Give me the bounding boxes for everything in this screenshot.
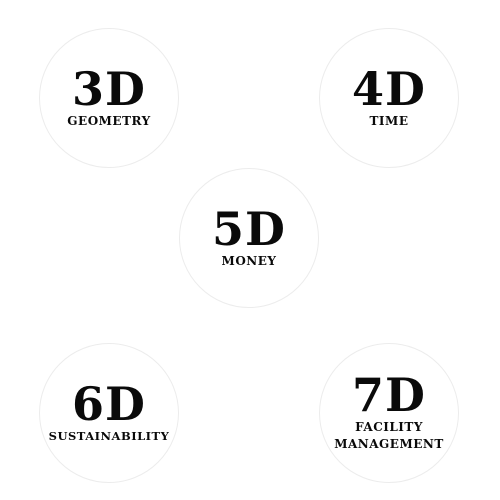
- dimension-3d-label: GEOMETRY: [67, 113, 150, 130]
- dimension-3d-label-line: GEOMETRY: [67, 113, 151, 128]
- dimension-5d-label: MONEY: [222, 253, 277, 270]
- dimension-7d-label-line-1: FACILITY: [355, 420, 423, 434]
- dimension-5d-label-line: MONEY: [221, 253, 277, 268]
- dimension-6d-label-line: SUSTAINABILITY: [48, 428, 170, 443]
- dimension-5d-circle: 5D MONEY: [179, 168, 319, 308]
- dimension-3d-title: 3D: [72, 61, 146, 116]
- dimension-7d-title: 7D: [352, 368, 426, 422]
- dimension-7d-label: FACILITY MANAGEMENT: [334, 419, 444, 453]
- dimension-7d-circle: 7D FACILITY MANAGEMENT: [319, 343, 459, 483]
- dimension-4d-label: TIME: [370, 113, 409, 130]
- dimension-6d-title: 6D: [72, 376, 146, 431]
- dimension-3d-circle: 3D GEOMETRY: [39, 28, 179, 168]
- dimension-7d-label-line-2: MANAGEMENT: [334, 437, 444, 451]
- dimension-4d-title: 4D: [352, 61, 426, 116]
- dimension-5d-title: 5D: [212, 201, 286, 256]
- dimension-4d-label-line: TIME: [369, 113, 409, 128]
- dimension-6d-circle: 6D SUSTAINABILITY: [39, 343, 179, 483]
- dimension-6d-label: SUSTAINABILITY: [49, 428, 170, 445]
- dimension-4d-circle: 4D TIME: [319, 28, 459, 168]
